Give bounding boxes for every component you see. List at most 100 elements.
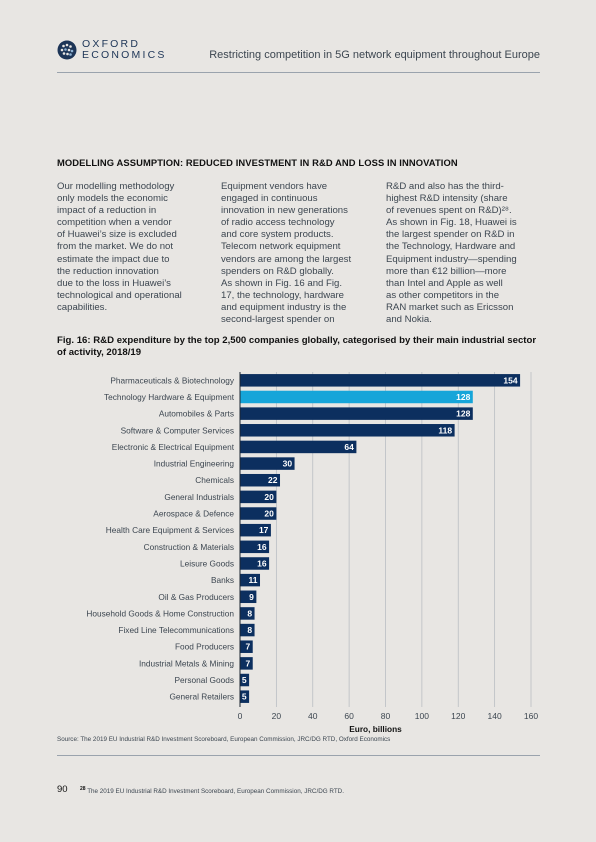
text-line: highest R&D intensity (share	[386, 193, 508, 205]
text-line: than Intel and Apple as well	[386, 277, 503, 289]
text-line: innovation in new generations	[221, 205, 348, 217]
bar	[240, 473, 281, 487]
bar	[240, 690, 250, 703]
category-label: Chemicals	[195, 475, 234, 485]
bar-value-label: 11	[249, 575, 258, 585]
bar-value-label: 16	[257, 542, 267, 552]
text-line: from the market. We do not	[57, 241, 174, 253]
text-line: and equipment industry is the	[221, 301, 347, 313]
bar	[240, 590, 257, 604]
category-label: Industrial Engineering	[154, 459, 235, 469]
bar-value-label: 5	[242, 692, 247, 702]
section-heading: MODELLING ASSUMPTION: REDUCED INVESTMENT…	[57, 157, 458, 168]
text-line: as other competitors in the	[386, 289, 500, 301]
category-label: Construction & Materials	[144, 542, 234, 552]
bar-value-label: 20	[264, 492, 274, 502]
text-line: the Technology, Hardware and	[386, 241, 516, 253]
category-label: Leisure Goods	[180, 558, 234, 568]
footnote: 28 The 2019 EU Industrial R&D Investment…	[80, 786, 344, 795]
text-line: the reduction innovation	[57, 265, 159, 277]
x-tick-label: 140	[488, 711, 502, 721]
text-line: As shown in Fig. 18, Huawei is	[386, 217, 517, 229]
text-line: impact of a reduction in	[57, 205, 157, 217]
logo-line2: ECONOMICS	[82, 49, 167, 61]
bar-value-label: 128	[456, 392, 470, 402]
bar-value-label: 154	[503, 375, 517, 385]
bar-chart: 154 Pharmaceuticals & Biotechnology 128 Tec…	[86, 372, 538, 734]
category-label: Banks	[211, 575, 234, 585]
bar-value-label: 64	[344, 442, 354, 452]
bar	[240, 507, 277, 520]
footnote-text: The 2019 EU Industrial R&D Investment Sc…	[87, 788, 344, 796]
footnote-marker: 28	[80, 786, 86, 792]
category-label: Industrial Metals & Mining	[139, 658, 234, 668]
category-label: Food Producers	[175, 642, 234, 652]
bar	[240, 540, 270, 554]
bar	[240, 573, 261, 587]
globe-icon	[57, 40, 77, 60]
text-line: engaged in continuous	[221, 193, 318, 205]
bar-value-label: 20	[264, 509, 274, 519]
bar	[240, 374, 521, 387]
text-line: and Nokia.	[386, 314, 432, 326]
category-label: Pharmaceuticals & Biotechnology	[110, 375, 234, 385]
bar-value-label: 7	[245, 658, 250, 668]
logo-wordmark: OXFORD ECONOMICS	[82, 39, 167, 61]
bar	[240, 623, 255, 637]
figure-title: Fig. 16: R&D expenditure by the top 2,50…	[57, 335, 537, 358]
x-tick-label: 0	[238, 711, 243, 721]
text-line: RAN market such as Ericsson	[386, 301, 514, 313]
bar-value-label: 16	[257, 558, 267, 568]
bar	[240, 440, 357, 454]
footer-divider	[57, 755, 540, 756]
bar	[240, 657, 253, 670]
x-tick-label: 20	[272, 711, 282, 721]
text-line: due to the loss in Huawei’s	[57, 277, 171, 289]
text-line: spenders on R&D globally.	[221, 265, 334, 277]
bar-value-label: 7	[245, 642, 250, 652]
text-line: of Huawei’s size is excluded	[57, 229, 177, 241]
text-line: 17, the technology, hardware	[221, 289, 345, 301]
bar	[240, 640, 253, 653]
category-label: Automobiles & Parts	[159, 409, 234, 419]
text-line: Telecom network equipment	[221, 241, 341, 253]
text-line: capabilities.	[57, 301, 108, 313]
text-line: second-largest spender on	[221, 314, 335, 326]
x-tick-label: 120	[451, 711, 465, 721]
bar-value-label: 30	[283, 459, 293, 469]
text-column-1: Our modelling methodology only models the…	[57, 181, 213, 314]
category-label: Personal Goods	[175, 675, 235, 685]
bar-value-label: 118	[438, 425, 452, 435]
category-label: Electronic & Electrical Equipment	[112, 442, 235, 452]
bar	[240, 407, 473, 420]
source-note: Source: The 2019 EU Industrial R&D Inves…	[57, 736, 391, 743]
text-line: vendors are among the largest	[221, 253, 352, 265]
category-label: General Industrials	[164, 492, 234, 502]
category-label: Health Care Equipment & Services	[106, 525, 234, 535]
x-tick-label: 80	[381, 711, 391, 721]
oxford-economics-logo: OXFORD ECONOMICS	[57, 39, 164, 63]
bar	[240, 523, 271, 537]
header-divider	[57, 72, 540, 73]
text-line: Equipment vendors have	[221, 181, 328, 192]
bar	[240, 457, 295, 470]
x-axis-title: Euro, billions	[349, 724, 402, 734]
category-label: General Retailers	[169, 692, 234, 702]
bar-value-label: 22	[268, 475, 278, 485]
bar	[240, 490, 277, 504]
bar	[240, 557, 270, 570]
bar-value-label: 17	[259, 525, 269, 535]
text-line: estimate the impact due to	[57, 253, 170, 265]
x-tick-label: 100	[415, 711, 429, 721]
bar-value-label: 5	[242, 675, 247, 685]
x-tick-label: 40	[308, 711, 318, 721]
category-label: Household Goods & Home Construction	[86, 608, 234, 618]
page-number: 90	[57, 784, 68, 795]
bar-value-label: 128	[456, 409, 470, 419]
text-line: more than €12 billion—more	[386, 265, 507, 277]
category-label: Aerospace & Defence	[153, 509, 234, 519]
text-column-3: R&D and also has the third-highest R&D i…	[386, 181, 542, 326]
text-line: only models the economic	[57, 193, 168, 205]
text-line: the largest spender on R&D in	[386, 229, 515, 241]
text-line: Equipment industry—spending	[386, 253, 517, 265]
